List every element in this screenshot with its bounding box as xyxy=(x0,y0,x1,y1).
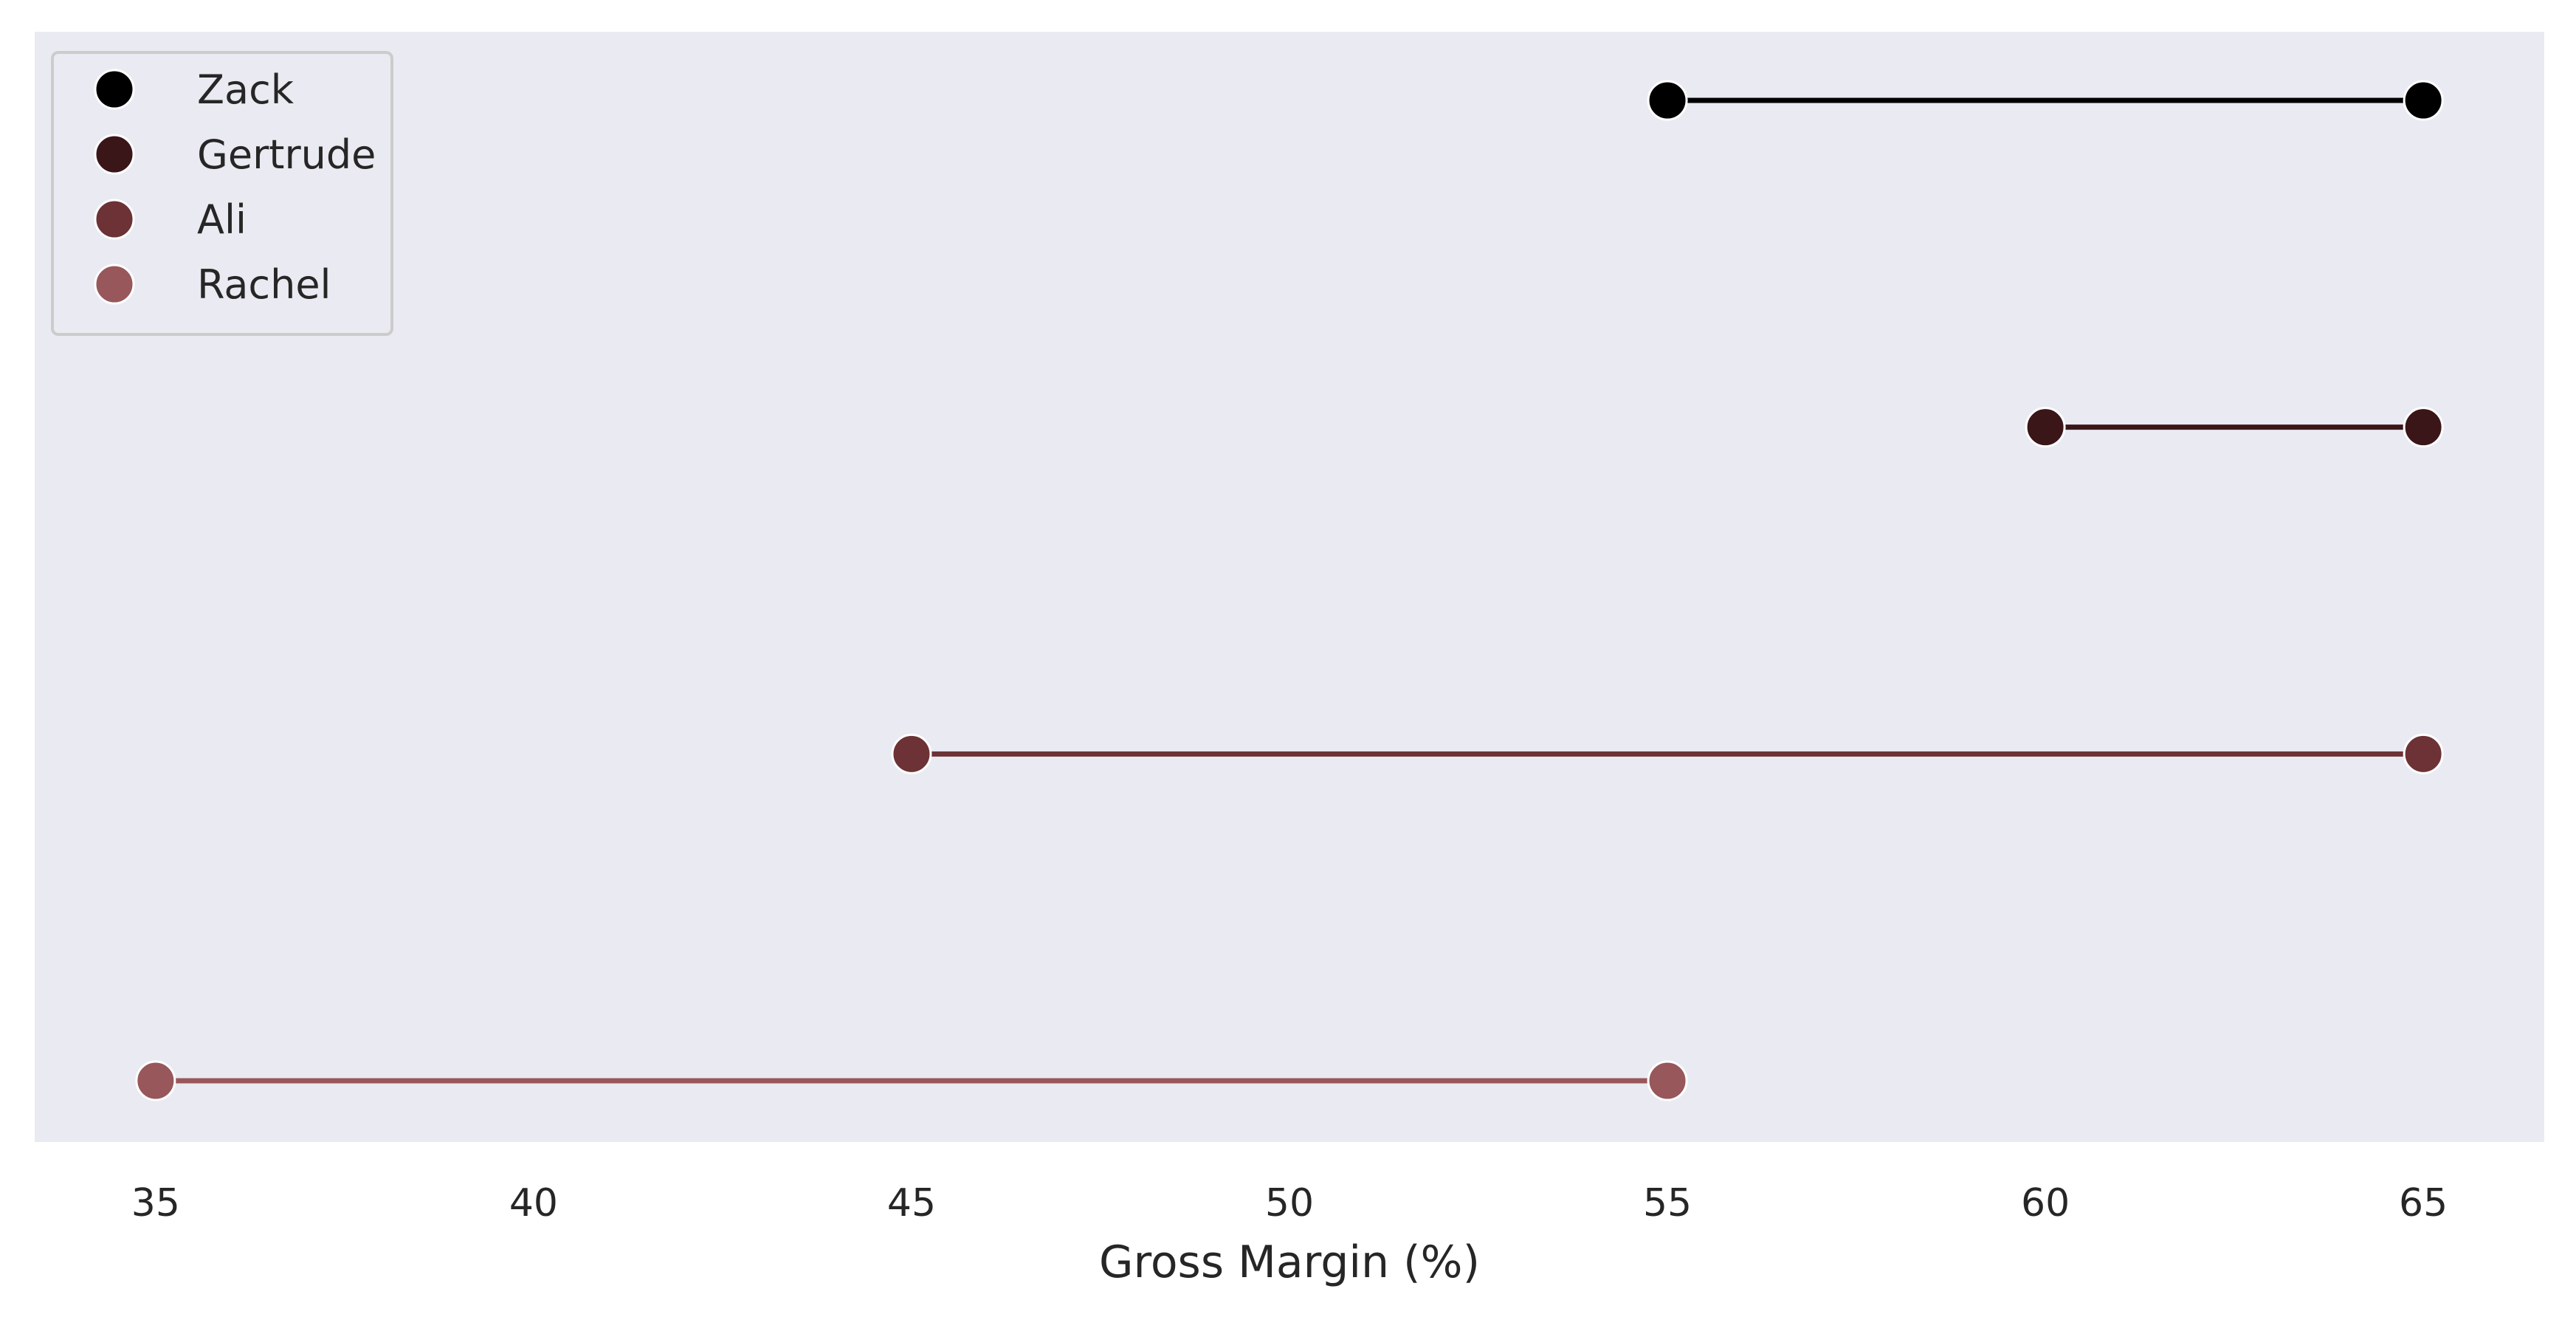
x-tick-label: 50 xyxy=(1265,1181,1314,1225)
x-axis-ticks: 35 40 45 50 55 60 65 xyxy=(131,1181,2448,1225)
end-point-rachel xyxy=(1647,1060,1688,1101)
end-point-ali xyxy=(2403,733,2444,774)
start-point-rachel xyxy=(135,1060,176,1101)
legend-marker-zack xyxy=(94,69,135,110)
legend-label-gertrude: Gertrude xyxy=(197,131,376,178)
x-tick-label: 40 xyxy=(509,1181,558,1225)
legend-label-rachel: Rachel xyxy=(197,261,331,308)
legend-label-ali: Ali xyxy=(197,196,247,243)
x-tick-label: 65 xyxy=(2399,1181,2448,1225)
start-point-gertrude xyxy=(2025,407,2066,448)
start-point-ali xyxy=(891,733,932,774)
x-axis-label: Gross Margin (%) xyxy=(1099,1237,1480,1288)
x-tick-label: 45 xyxy=(887,1181,936,1225)
x-tick-label: 55 xyxy=(1643,1181,1692,1225)
end-point-gertrude xyxy=(2403,407,2444,448)
x-tick-label: 60 xyxy=(2021,1181,2070,1225)
legend-label-zack: Zack xyxy=(197,66,295,113)
legend-marker-rachel xyxy=(94,264,135,305)
end-point-zack xyxy=(2403,80,2444,121)
chart-marks xyxy=(135,80,2444,1101)
start-point-zack xyxy=(1647,80,1688,121)
legend-marker-ali xyxy=(94,199,135,240)
legend: Zack Gertrude Ali Rachel xyxy=(51,51,393,336)
legend-marker-gertrude xyxy=(94,134,135,175)
x-tick-label: 35 xyxy=(131,1181,180,1225)
plot-area xyxy=(35,32,2544,1142)
legend-box xyxy=(51,51,393,336)
